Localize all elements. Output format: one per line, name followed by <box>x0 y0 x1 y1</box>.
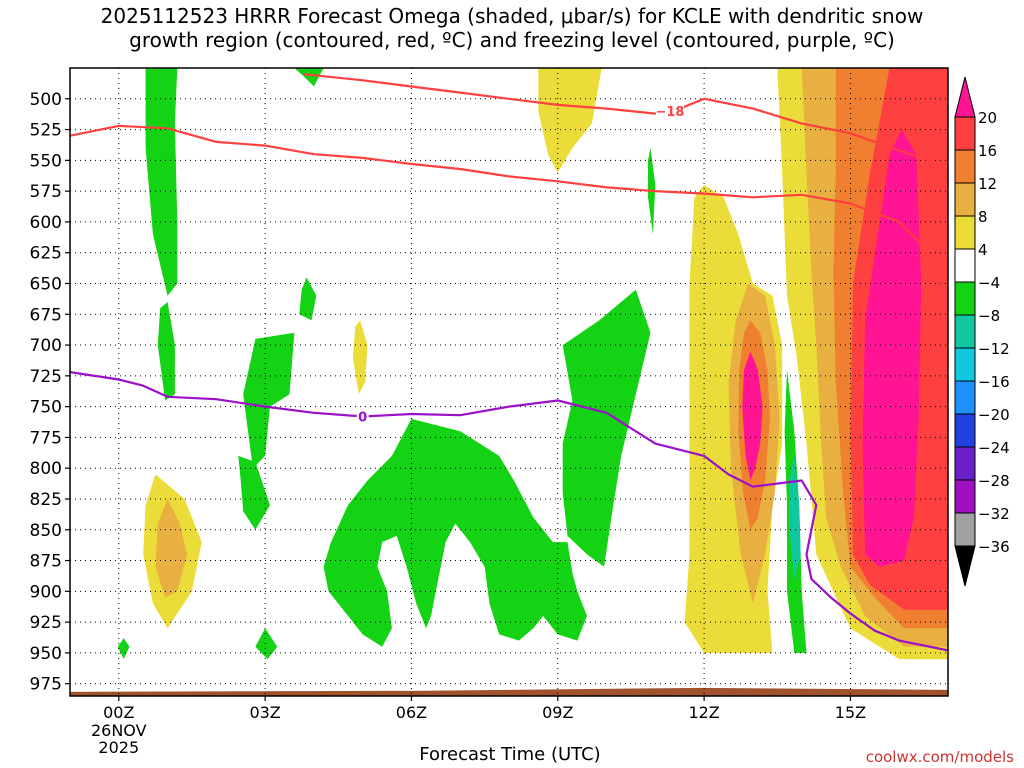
x-tick-label-03Z: 03Z <box>249 703 280 722</box>
y-tick-label-875: 875 <box>30 552 62 572</box>
y-tick-label-500: 500 <box>30 90 62 110</box>
omega-region-magenta <box>862 129 922 567</box>
omega-region-green <box>238 455 270 530</box>
colorbar-label: 12 <box>978 175 997 193</box>
colorbar-box <box>954 149 976 184</box>
contour-dgz-top <box>303 73 948 168</box>
colorbar: 20 16 12 8 4 −4 −8 −12 −16 −20 −24 −28 −32 −36 <box>954 76 1010 587</box>
colorbar-box <box>954 116 976 151</box>
colorbar-label: 20 <box>978 109 997 127</box>
colorbar-label: 16 <box>978 142 997 160</box>
chart-title: 2025112523 HRRR Forecast Omega (shaded, … <box>0 4 1024 52</box>
contour-label-bg <box>356 409 369 424</box>
x-tick-label-00Z: 00Z <box>103 703 134 722</box>
colorbar-box <box>954 413 976 448</box>
omega-shading-layer <box>70 68 948 696</box>
omega-region-teal <box>789 455 801 579</box>
omega-region-green <box>117 638 130 660</box>
colorbar-bottom-arrow <box>954 545 976 587</box>
y-tick-label-700: 700 <box>30 336 62 356</box>
credit-link[interactable]: coolwx.com/models <box>865 748 1014 766</box>
x-tick-date: 26NOV <box>91 721 147 740</box>
ground-strip <box>70 687 948 696</box>
y-tick-label-975: 975 <box>30 675 62 695</box>
colorbar-box <box>954 314 976 349</box>
omega-region-green <box>562 289 651 567</box>
contour-label-dgz-top: −18 <box>655 105 684 120</box>
colorbar-label: −8 <box>978 307 1000 325</box>
colorbar-label: 8 <box>978 208 988 226</box>
plot-border <box>69 67 949 697</box>
colorbar-box <box>954 281 976 316</box>
x-tick-year: 2025 <box>98 738 139 757</box>
colorbar-label: 4 <box>978 241 988 259</box>
colorbar-label: −16 <box>978 373 1010 391</box>
omega-region-ys <box>538 68 602 173</box>
x-axis-label: Forecast Time (UTC) <box>419 744 601 765</box>
y-tick-label-725: 725 <box>30 367 62 387</box>
y-tick-label-625: 625 <box>30 244 62 264</box>
y-tick-label-925: 925 <box>30 613 62 633</box>
contour-freezing-level <box>70 371 948 652</box>
y-tick-label-825: 825 <box>30 490 62 510</box>
colorbar-box <box>954 215 976 250</box>
omega-region-green <box>294 68 324 87</box>
y-tick-label-650: 650 <box>30 274 62 294</box>
title-line-1: 2025112523 HRRR Forecast Omega (shaded, … <box>100 4 924 28</box>
x-tick-label-15Z: 15Z <box>835 703 866 722</box>
omega-region-green <box>243 332 295 469</box>
y-tick-label-525: 525 <box>30 121 62 141</box>
colorbar-label: −32 <box>978 505 1010 523</box>
contour-label-bg <box>655 104 684 119</box>
y-tick-label-600: 600 <box>30 213 62 233</box>
colorbar-label: −36 <box>978 538 1010 556</box>
y-tick-label-675: 675 <box>30 305 62 325</box>
colorbar-label: −28 <box>978 472 1010 490</box>
y-tick-label-900: 900 <box>30 582 62 602</box>
omega-region-magenta <box>742 351 763 481</box>
contour-dgz-bottom <box>70 124 948 297</box>
colorbar-label: −20 <box>978 406 1010 424</box>
colorbar-label: −12 <box>978 340 1010 358</box>
y-tick-label-750: 750 <box>30 398 62 418</box>
colorbar-box <box>954 512 976 547</box>
omega-region-green <box>145 68 178 296</box>
x-tick-label-12Z: 12Z <box>688 703 719 722</box>
x-tick-label-06Z: 06Z <box>396 703 427 722</box>
ground-layer <box>70 687 948 696</box>
colorbar-box <box>954 479 976 514</box>
colorbar-top-arrow <box>954 76 976 118</box>
omega-region-green <box>323 418 587 647</box>
colorbar-label: −4 <box>978 274 1000 292</box>
omega-region-gold <box>155 499 188 598</box>
title-line-2: growth region (contoured, red, ºC) and f… <box>129 28 895 52</box>
contour-layer: −18 0 <box>70 73 948 652</box>
colorbar-label: −24 <box>978 439 1010 457</box>
colorbar-box <box>954 446 976 481</box>
contour-label-freezing-level: 0 <box>358 410 367 425</box>
colorbar-box <box>954 347 976 382</box>
omega-region-ys <box>352 320 368 395</box>
y-tick-label-850: 850 <box>30 521 62 541</box>
y-tick-label-950: 950 <box>30 644 62 664</box>
y-tick-label-550: 550 <box>30 151 62 171</box>
x-tick-label-09Z: 09Z <box>542 703 573 722</box>
omega-region-green <box>255 628 278 660</box>
plot-frame <box>69 67 949 697</box>
y-tick-label-800: 800 <box>30 459 62 479</box>
colorbar-box <box>954 182 976 217</box>
colorbar-box <box>954 380 976 415</box>
y-tick-label-775: 775 <box>30 428 62 448</box>
y-tick-label-575: 575 <box>30 182 62 202</box>
colorbar-box <box>954 248 976 283</box>
omega-region-green <box>299 277 317 321</box>
y-axis: 500 525 550 575 600 625 650 675 700 725 750 775 800 8… <box>30 90 70 695</box>
